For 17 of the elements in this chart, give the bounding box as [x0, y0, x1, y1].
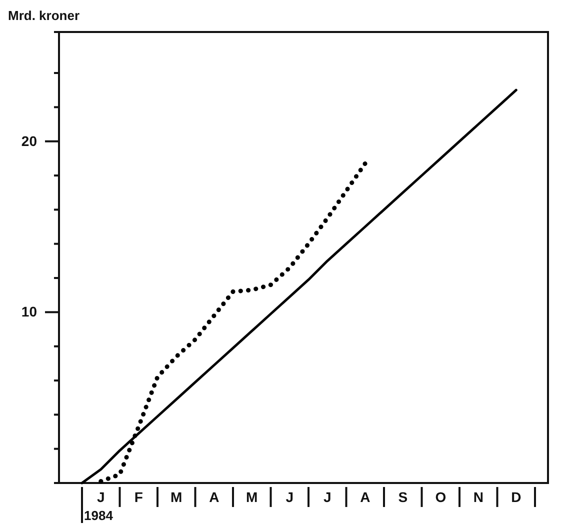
x-tick-label: J — [96, 488, 105, 505]
x-tick-label: J — [323, 488, 332, 505]
x-tick-label: F — [134, 488, 144, 505]
x-tick-label: J — [286, 488, 294, 505]
x-tick-label: M — [170, 488, 182, 505]
text: 1984 — [84, 508, 114, 523]
y-tick-label: 10 — [21, 304, 38, 320]
x-tick-label: D — [511, 488, 522, 505]
x-tick-label: A — [360, 488, 370, 505]
x-tick-label: S — [398, 488, 408, 505]
x-tick-label: M — [246, 488, 258, 505]
y-tick-label: 20 — [21, 132, 38, 149]
y-axis-title: Mrd. kroner — [8, 8, 80, 23]
x-tick-label: N — [473, 488, 484, 505]
line-series — [80, 88, 518, 484]
x-tick-label: A — [209, 488, 220, 505]
x-tick-label: O — [435, 488, 446, 505]
